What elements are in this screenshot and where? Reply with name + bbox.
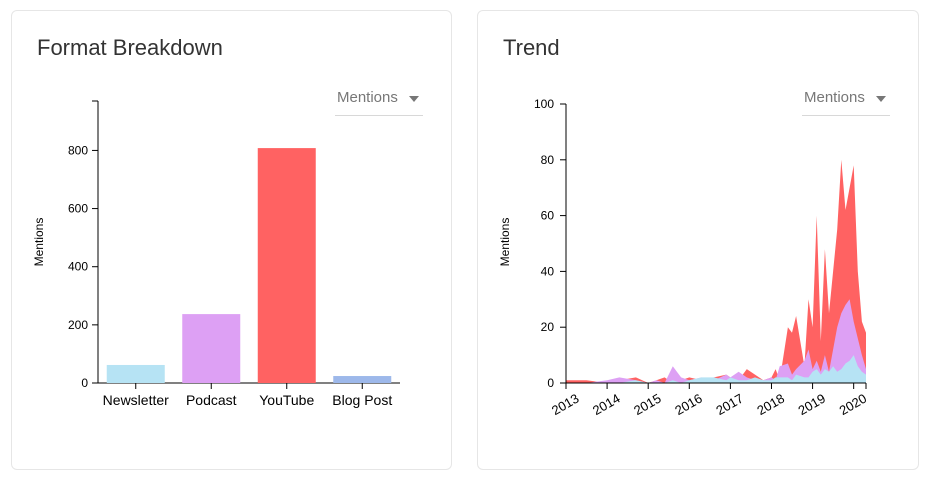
y-tick-label: 80 <box>541 153 555 167</box>
trend-title: Trend <box>503 35 560 60</box>
area-series <box>566 355 866 383</box>
x-tick-label: YouTube <box>259 392 314 408</box>
y-tick-label: 200 <box>68 318 88 332</box>
y-tick-label: 60 <box>541 209 555 223</box>
x-tick-label: 2015 <box>631 391 664 418</box>
y-axis-label: Mentions <box>498 218 512 267</box>
bar <box>333 376 392 383</box>
y-tick-label: 600 <box>68 202 88 216</box>
metric-dropdown-label: Mentions <box>337 89 398 106</box>
x-tick-label: Newsletter <box>103 392 169 408</box>
x-tick-label: Podcast <box>186 392 237 408</box>
x-tick-label: 2020 <box>837 391 870 418</box>
y-tick-label: 400 <box>68 260 88 274</box>
metric-dropdown-left[interactable]: Mentions <box>335 81 423 116</box>
chevron-down-icon <box>876 96 886 102</box>
area-series <box>566 159 866 383</box>
y-tick-label: 100 <box>534 97 554 111</box>
format-breakdown-card: Format Breakdown Mentions <box>11 10 452 470</box>
x-tick-label: 2019 <box>796 391 829 418</box>
chevron-down-icon <box>409 96 419 102</box>
bar <box>182 314 241 383</box>
x-tick-label: 2016 <box>672 391 705 418</box>
x-tick-label: 2018 <box>754 391 787 418</box>
y-tick-label: 20 <box>541 320 555 334</box>
x-tick-label: Blog Post <box>332 392 392 408</box>
y-tick-label: 0 <box>81 376 88 390</box>
y-tick-label: 800 <box>68 143 88 157</box>
metric-dropdown-label: Mentions <box>804 89 865 106</box>
metric-dropdown-right[interactable]: Mentions <box>802 81 890 116</box>
y-tick-label: 40 <box>541 264 555 278</box>
bar <box>257 148 316 383</box>
x-tick-label: 2013 <box>549 391 582 418</box>
x-tick-label: 2017 <box>713 391 746 418</box>
y-axis-label: Mentions <box>32 218 46 267</box>
x-tick-label: 2014 <box>590 391 623 418</box>
y-tick-label: 0 <box>547 376 554 390</box>
bar <box>106 364 165 383</box>
format-breakdown-title: Format Breakdown <box>37 35 223 60</box>
